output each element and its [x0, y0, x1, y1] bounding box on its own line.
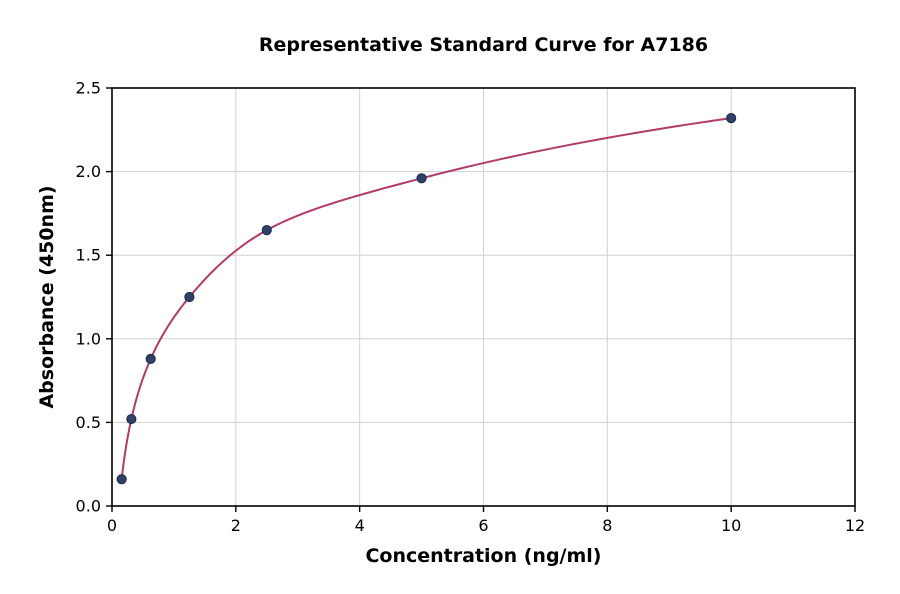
- data-point: [726, 112, 737, 124]
- data-point: [416, 173, 427, 184]
- x-tick-label: 6: [478, 516, 488, 535]
- x-tick-label: 10: [721, 516, 741, 535]
- y-tick-label: 2.0: [76, 162, 101, 181]
- fit-curve: [120, 117, 732, 480]
- x-tick-label: 8: [602, 516, 612, 535]
- data-point: [261, 225, 272, 236]
- y-tick-label: 1.5: [76, 246, 101, 265]
- x-tick-label: 12: [845, 516, 865, 535]
- data-point: [184, 291, 195, 303]
- data-point: [116, 474, 127, 485]
- x-tick-label: 4: [355, 516, 365, 535]
- y-tick-label: 0.5: [76, 413, 101, 432]
- y-tick-label: 2.5: [76, 79, 101, 98]
- y-tick-label: 1.0: [76, 329, 101, 348]
- y-tick-label: 0.0: [76, 497, 101, 516]
- x-tick-label: 2: [231, 516, 241, 535]
- data-point: [145, 353, 156, 364]
- chart-title: Representative Standard Curve for A7186: [258, 34, 709, 56]
- x-axis-label: Concentration (ng/ml): [365, 545, 602, 567]
- x-tick-label: 0: [107, 516, 117, 535]
- data-point: [126, 413, 137, 425]
